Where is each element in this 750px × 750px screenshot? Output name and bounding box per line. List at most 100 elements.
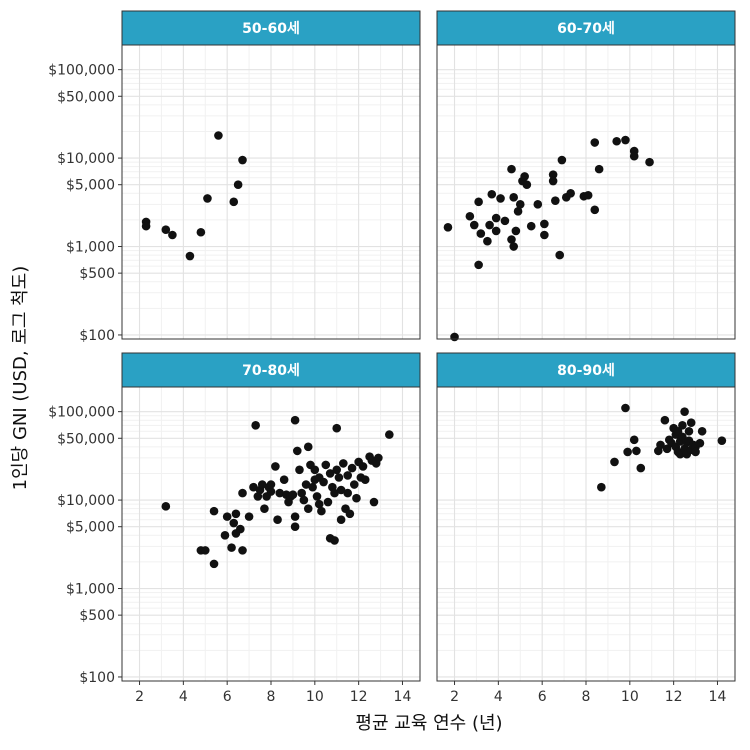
data-point <box>295 465 304 475</box>
data-point <box>290 512 300 521</box>
data-point <box>227 543 236 552</box>
data-point <box>511 226 521 236</box>
data-point <box>251 421 260 430</box>
data-point <box>352 493 361 503</box>
panel-border <box>121 44 421 340</box>
y-tick-label: $50,000 <box>57 431 115 447</box>
y-tick-label: $50,000 <box>57 89 115 105</box>
y-tick-label: $10,000 <box>57 151 115 167</box>
facet-strip <box>121 352 421 388</box>
data-point <box>343 488 352 498</box>
data-point <box>330 488 339 498</box>
data-point <box>500 216 510 226</box>
y-tick-label: $500 <box>79 608 115 624</box>
data-point <box>583 190 593 200</box>
data-point <box>339 459 348 468</box>
data-point <box>332 465 342 475</box>
facet-strip-label: 70-80세 <box>242 363 300 379</box>
data-point <box>238 546 247 555</box>
x-tick-label: 8 <box>267 689 276 705</box>
data-point <box>717 436 727 445</box>
data-point <box>257 480 267 489</box>
data-point <box>303 504 313 513</box>
data-point <box>244 512 254 521</box>
y-tick-label: $100 <box>79 670 115 686</box>
data-point <box>597 482 606 492</box>
data-point <box>629 435 639 445</box>
panel-border <box>436 44 736 340</box>
y-tick-label: $1,000 <box>66 240 115 256</box>
data-point <box>349 480 359 489</box>
data-point <box>656 440 665 450</box>
data-point <box>476 229 486 238</box>
data-point <box>590 138 600 147</box>
data-point <box>513 207 523 216</box>
facet-panel: 80-90세 2 4 6 8 10 12 14 <box>436 352 736 705</box>
data-point <box>509 242 518 251</box>
data-point <box>233 180 243 190</box>
data-point <box>540 219 549 229</box>
data-point <box>450 332 459 342</box>
data-point <box>308 482 317 492</box>
data-point <box>325 469 335 478</box>
data-point <box>161 502 171 511</box>
data-point <box>487 189 497 199</box>
data-point <box>238 488 247 498</box>
facet-strip <box>436 352 736 388</box>
data-point <box>336 515 346 525</box>
data-point <box>621 135 630 145</box>
data-point <box>209 506 219 516</box>
data-point <box>229 518 239 528</box>
x-tick-label: 10 <box>306 689 324 705</box>
data-point <box>266 480 276 489</box>
data-point <box>314 499 324 509</box>
data-point <box>214 131 223 140</box>
data-point <box>496 194 505 203</box>
x-tick-label: 4 <box>494 689 503 705</box>
data-point <box>623 447 632 457</box>
data-point <box>540 230 549 240</box>
data-point <box>594 164 604 174</box>
data-point <box>474 197 483 207</box>
facet-strip <box>436 10 736 46</box>
x-tick-label: 2 <box>450 689 459 705</box>
x-tick-label: 6 <box>223 689 232 705</box>
data-point <box>526 221 536 231</box>
data-point <box>485 220 494 230</box>
data-point <box>691 447 700 457</box>
data-point <box>465 211 475 221</box>
data-point <box>697 426 707 436</box>
data-point <box>590 205 600 215</box>
data-point <box>203 194 212 203</box>
data-point <box>323 497 333 507</box>
data-point <box>369 497 379 507</box>
facet-strip-label: 50-60세 <box>242 21 300 37</box>
x-tick-label: 8 <box>582 689 591 705</box>
data-point <box>612 136 621 146</box>
data-point <box>520 172 529 181</box>
y-tick-label: $100,000 <box>48 63 115 79</box>
y-tick-label: $10,000 <box>57 493 115 509</box>
x-tick-label: 4 <box>179 689 188 705</box>
data-point <box>317 506 326 516</box>
data-point <box>303 442 313 452</box>
data-point <box>660 415 670 425</box>
data-point <box>231 509 241 519</box>
x-tick-label: 14 <box>394 689 412 705</box>
data-point <box>196 227 206 237</box>
x-tick-label: 12 <box>350 689 368 705</box>
data-point <box>678 421 687 430</box>
data-point <box>275 488 285 498</box>
data-point <box>312 492 322 501</box>
data-point <box>522 180 532 190</box>
data-point <box>345 509 355 519</box>
data-point <box>222 512 232 521</box>
data-point <box>209 559 219 569</box>
data-point <box>290 522 300 532</box>
data-point <box>279 475 289 485</box>
data-point <box>238 155 247 165</box>
x-axis-title: 평균 교육 연수 (년) <box>355 713 502 734</box>
data-point <box>507 164 516 174</box>
data-point <box>292 446 302 456</box>
